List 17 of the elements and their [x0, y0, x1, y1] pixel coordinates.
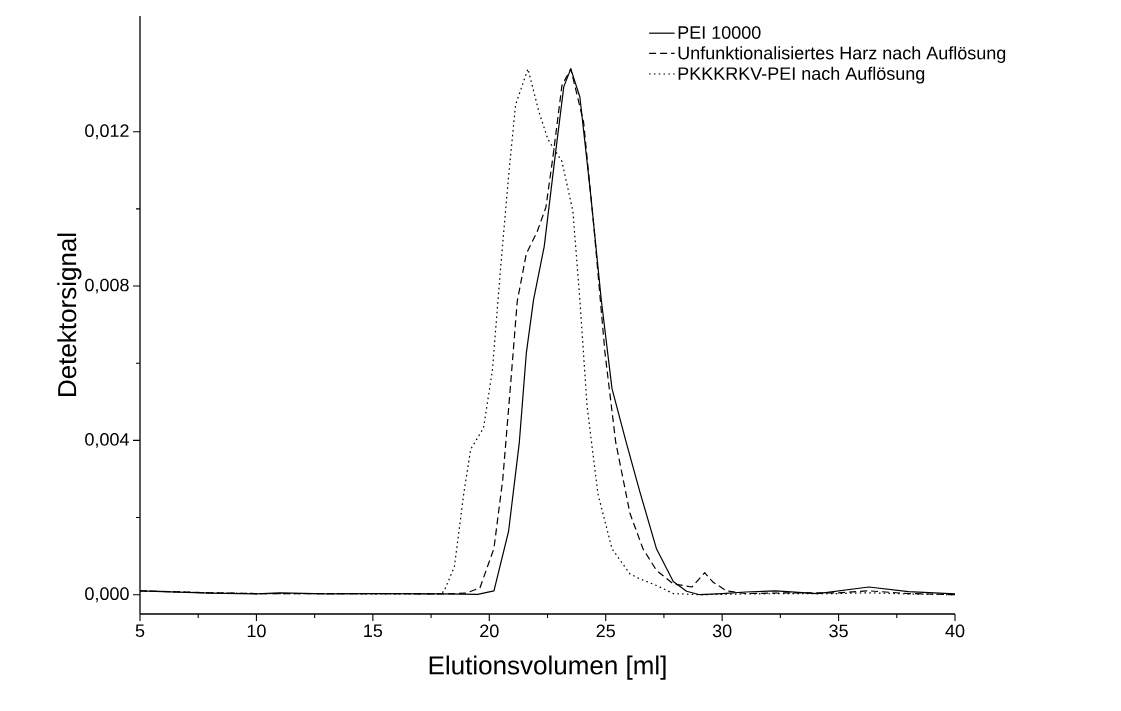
x-tick-label: 10 [247, 624, 266, 638]
x-tick-label: 35 [829, 624, 848, 638]
x-tick-label: 5 [135, 624, 145, 638]
y-tick-label: 0,008 [85, 278, 129, 294]
x-tick-label: 15 [364, 624, 383, 638]
x-tick-label: 30 [712, 624, 732, 638]
y-tick-label: 0,004 [85, 432, 129, 448]
x-tick-label: 25 [596, 624, 615, 638]
y-tick-label: 0,012 [85, 124, 129, 140]
legend-label: Unfunktionalisiertes Harz nach Auflösung [678, 46, 1006, 63]
y-axis-title: Detektorsignal [57, 233, 82, 396]
legend-label: PEI 10000 [678, 26, 761, 39]
x-axis-title: Elutionsvolumen [ml] [429, 655, 666, 680]
legend-label: PKKKRKV-PEI nach Auflösung [678, 66, 925, 84]
y-tick-label: 0,000 [85, 587, 129, 603]
x-tick-label: 40 [945, 624, 965, 638]
x-tick-label: 20 [480, 624, 499, 638]
